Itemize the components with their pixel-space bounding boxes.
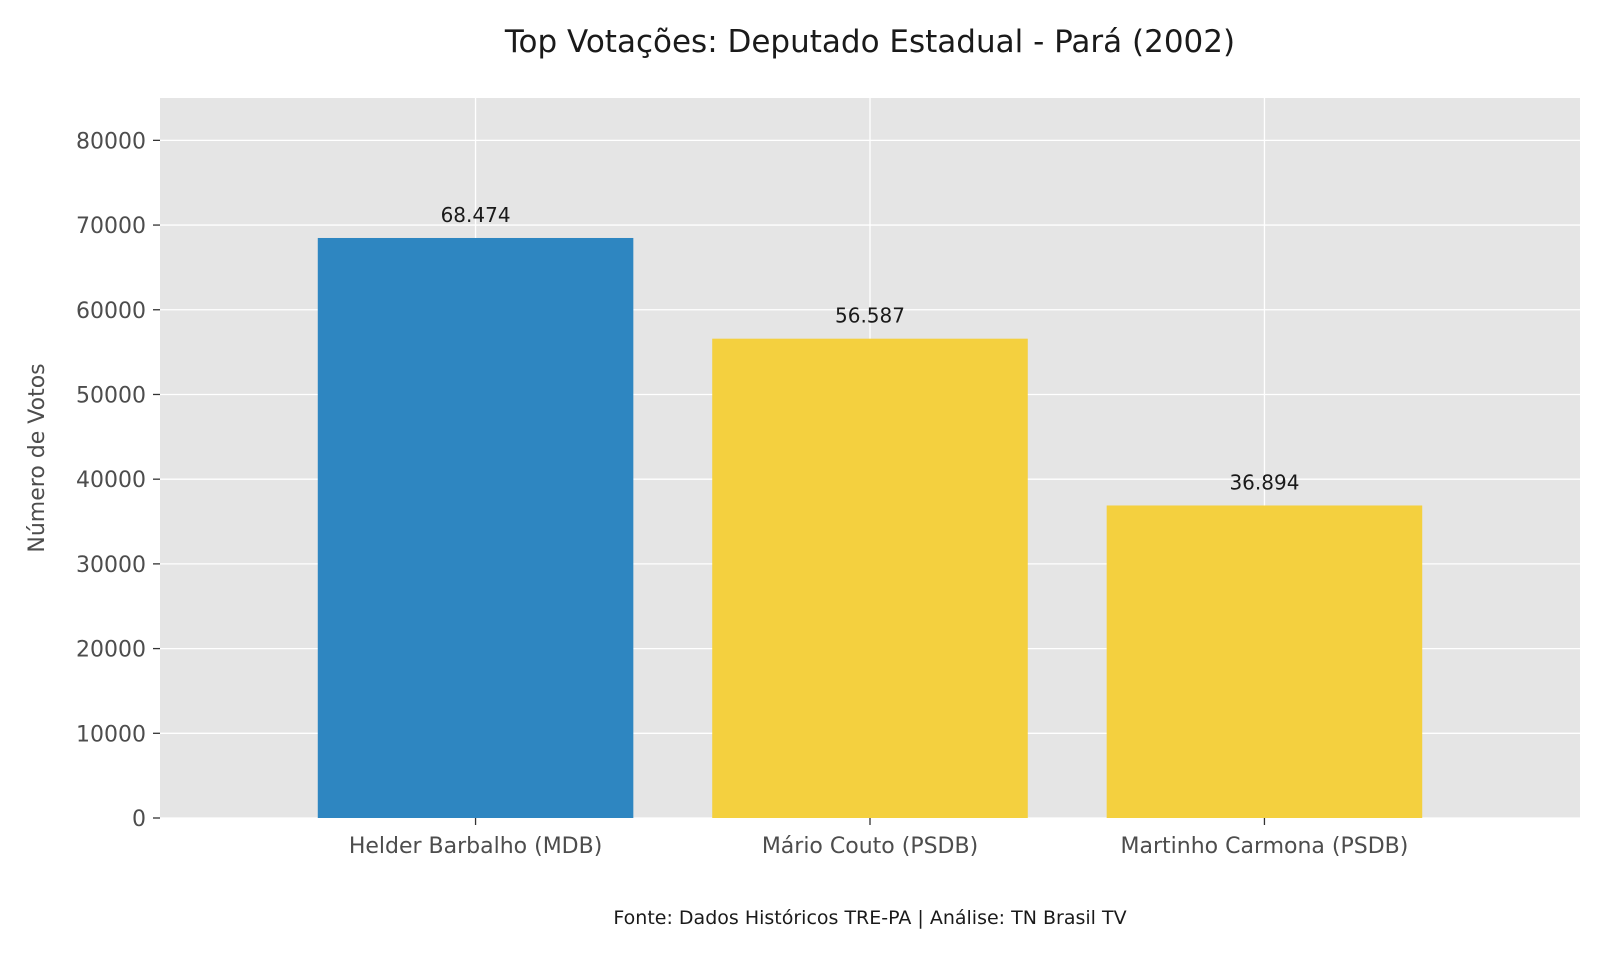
- y-tick-label: 30000: [76, 553, 146, 578]
- y-tick-label: 40000: [76, 468, 146, 493]
- bar: [317, 237, 634, 819]
- y-axis: 0 10000 20000 30000 40000 50000 60000 70000 8000…: [76, 129, 160, 832]
- data-labels: 68.474 56.587 36.894: [441, 203, 1300, 495]
- y-tick-label: 10000: [76, 722, 146, 747]
- bar-value-label: 56.587: [835, 304, 905, 328]
- bar: [712, 338, 1028, 818]
- x-axis: Helder Barbalho (MDB) Mário Couto (PSDB) M…: [349, 818, 1409, 859]
- bars: [317, 237, 1423, 819]
- chart-title: Top Votações: Deputado Estadual - Pará (…: [504, 24, 1235, 60]
- x-tick-label: Martinho Carmona (PSDB): [1121, 834, 1409, 859]
- x-tick-label: Helder Barbalho (MDB): [349, 834, 602, 859]
- x-tick-label: Mário Couto (PSDB): [762, 834, 978, 859]
- y-tick-label: 80000: [76, 129, 146, 154]
- source-note: Fonte: Dados Históricos TRE-PA | Análise…: [613, 907, 1126, 929]
- bar: [1106, 505, 1423, 818]
- y-tick-label: 20000: [76, 638, 146, 663]
- y-tick-label: 0: [132, 807, 146, 832]
- y-tick-label: 50000: [76, 383, 146, 408]
- y-tick-label: 70000: [76, 214, 146, 239]
- bar-value-label: 36.894: [1229, 470, 1299, 494]
- y-axis-label: Número de Votos: [25, 363, 50, 552]
- bar-value-label: 68.474: [441, 203, 511, 227]
- y-tick-label: 60000: [76, 299, 146, 324]
